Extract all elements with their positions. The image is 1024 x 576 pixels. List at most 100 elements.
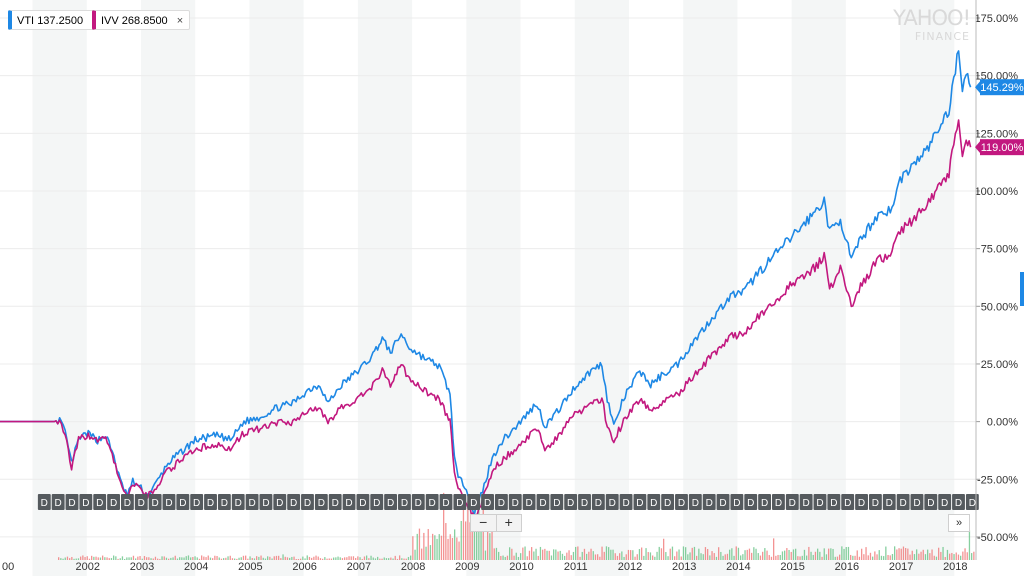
dividend-marker[interactable]: D bbox=[855, 494, 868, 510]
dividend-marker[interactable]: D bbox=[868, 494, 882, 510]
dividend-marker[interactable]: D bbox=[785, 494, 799, 510]
volume-bar bbox=[909, 554, 911, 560]
dividend-marker[interactable]: D bbox=[79, 494, 93, 510]
close-icon[interactable]: × bbox=[176, 15, 184, 27]
dividend-marker[interactable]: D bbox=[702, 494, 716, 510]
dividend-marker[interactable]: D bbox=[398, 494, 411, 510]
dividend-marker[interactable]: D bbox=[536, 494, 550, 510]
volume-bar bbox=[308, 556, 311, 560]
dividend-marker-box bbox=[619, 494, 633, 510]
volume-bar bbox=[515, 552, 517, 560]
dividend-marker[interactable]: D bbox=[564, 494, 578, 510]
dividend-marker[interactable]: D bbox=[688, 494, 702, 510]
dividend-marker[interactable]: D bbox=[882, 494, 896, 510]
volume-bar bbox=[896, 549, 898, 560]
dividend-marker[interactable]: D bbox=[301, 494, 314, 510]
volume-bar bbox=[634, 556, 636, 560]
dividend-marker[interactable]: D bbox=[314, 494, 328, 510]
volume-bar bbox=[403, 558, 405, 560]
dividend-marker[interactable]: D bbox=[245, 494, 259, 510]
dividend-marker[interactable]: D bbox=[758, 494, 772, 510]
dividend-marker[interactable]: D bbox=[730, 494, 744, 510]
dividend-marker[interactable]: D bbox=[619, 494, 633, 510]
dividend-marker[interactable]: D bbox=[772, 494, 785, 510]
plus-icon[interactable]: + bbox=[504, 514, 513, 530]
dividend-marker[interactable]: D bbox=[910, 494, 924, 510]
dividend-marker[interactable]: D bbox=[439, 494, 453, 510]
dividend-marker[interactable]: D bbox=[675, 494, 688, 510]
dividend-marker[interactable]: D bbox=[605, 494, 619, 510]
dividend-marker[interactable]: D bbox=[813, 494, 827, 510]
dividend-marker[interactable]: D bbox=[356, 494, 370, 510]
dividend-marker[interactable]: D bbox=[107, 494, 120, 510]
volume-bar bbox=[715, 556, 718, 560]
dividend-marker[interactable]: D bbox=[799, 494, 813, 510]
dividend-marker[interactable]: D bbox=[841, 494, 855, 510]
dividend-marker[interactable]: D bbox=[938, 494, 952, 510]
volume-bar bbox=[388, 558, 390, 560]
volume-bar bbox=[660, 548, 663, 560]
dividend-marker[interactable]: D bbox=[384, 494, 398, 510]
volume-bar bbox=[113, 555, 115, 560]
dividend-marker[interactable]: D bbox=[661, 494, 675, 510]
side-drag-handle[interactable] bbox=[1020, 272, 1024, 306]
dividend-marker[interactable]: D bbox=[508, 494, 522, 510]
volume-bar bbox=[847, 546, 850, 560]
dividend-marker[interactable]: D bbox=[550, 494, 564, 510]
volume-bar bbox=[726, 553, 729, 560]
dividend-marker[interactable]: D bbox=[716, 494, 730, 510]
dividend-marker[interactable]: D bbox=[425, 494, 439, 510]
dividend-marker[interactable]: D bbox=[176, 494, 190, 510]
dividend-marker[interactable]: D bbox=[744, 494, 758, 510]
dividend-marker[interactable]: D bbox=[578, 494, 591, 510]
dividend-marker[interactable]: D bbox=[633, 494, 647, 510]
last-value-label: 119.00% bbox=[981, 142, 1024, 154]
dividend-marker[interactable]: D bbox=[965, 494, 979, 510]
dividend-marker[interactable]: D bbox=[259, 494, 273, 510]
dividend-marker[interactable]: D bbox=[453, 494, 467, 510]
dividend-marker[interactable]: D bbox=[148, 494, 162, 510]
dividend-marker[interactable]: D bbox=[287, 494, 301, 510]
dividend-marker[interactable]: D bbox=[37, 494, 51, 510]
volume-bar bbox=[440, 535, 443, 560]
dividend-marker[interactable]: D bbox=[217, 494, 231, 510]
dividend-marker[interactable]: D bbox=[370, 494, 384, 510]
legend-tag-ivv[interactable]: IVV 268.8500 × bbox=[92, 10, 191, 30]
dividend-marker[interactable]: D bbox=[481, 494, 494, 510]
dividend-marker[interactable]: D bbox=[924, 494, 938, 510]
volume-bar bbox=[363, 556, 366, 560]
dividend-marker[interactable]: D bbox=[647, 494, 661, 510]
chevron-double-right-icon[interactable]: » bbox=[948, 514, 970, 532]
volume-bar bbox=[711, 551, 713, 560]
dividend-marker[interactable]: D bbox=[467, 494, 481, 510]
dividend-marker[interactable]: D bbox=[952, 494, 965, 510]
volume-bar bbox=[174, 555, 176, 560]
dividend-marker[interactable]: D bbox=[134, 494, 148, 510]
dividend-marker[interactable]: D bbox=[273, 494, 287, 510]
dividend-marker[interactable]: D bbox=[494, 494, 508, 510]
dividend-marker[interactable]: D bbox=[411, 494, 425, 510]
legend-tag-vti[interactable]: VTI 137.2500 × bbox=[8, 10, 106, 30]
dividend-marker[interactable]: D bbox=[328, 494, 342, 510]
dividend-marker[interactable]: D bbox=[591, 494, 605, 510]
minus-icon[interactable]: − bbox=[471, 515, 497, 531]
dividend-marker[interactable]: D bbox=[120, 494, 134, 510]
volume-bar bbox=[414, 549, 416, 560]
dividend-marker[interactable]: D bbox=[162, 494, 176, 510]
volume-bar bbox=[106, 557, 108, 560]
dividend-marker[interactable]: D bbox=[51, 494, 65, 510]
dividend-marker-box bbox=[398, 494, 411, 510]
dividend-marker[interactable]: D bbox=[93, 494, 107, 510]
dividend-marker[interactable]: D bbox=[896, 494, 910, 510]
volume-bar bbox=[603, 551, 605, 560]
dividend-marker[interactable]: D bbox=[522, 494, 536, 510]
dividend-marker[interactable]: D bbox=[190, 494, 204, 510]
dividend-marker[interactable]: D bbox=[342, 494, 356, 510]
dividend-marker[interactable]: D bbox=[65, 494, 79, 510]
dividend-marker[interactable]: D bbox=[204, 494, 217, 510]
dividend-marker[interactable]: D bbox=[231, 494, 245, 510]
volume-bar bbox=[949, 553, 951, 560]
dividend-marker[interactable]: D bbox=[827, 494, 841, 510]
